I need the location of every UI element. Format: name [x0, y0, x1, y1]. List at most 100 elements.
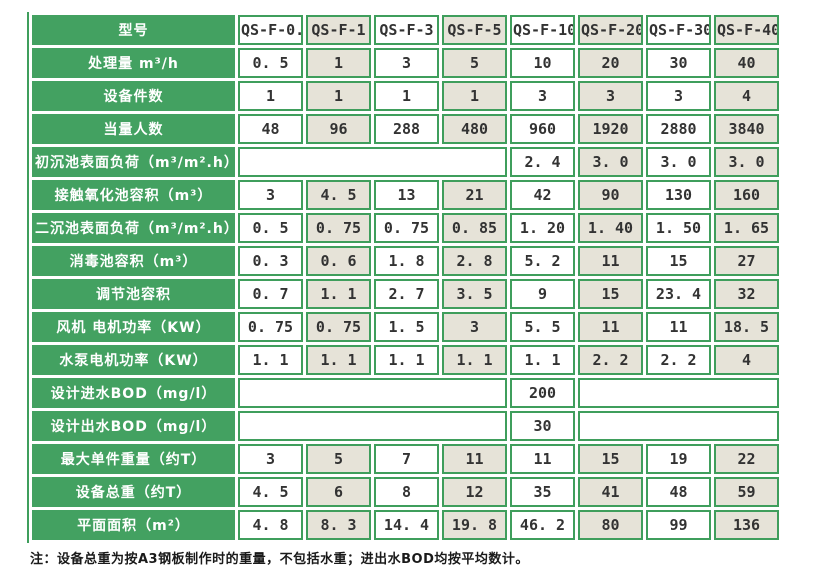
data-cell: 1	[306, 81, 371, 111]
data-cell: 2880	[646, 114, 711, 144]
model-header-cell: QS-F-1	[306, 15, 371, 45]
data-cell: 1. 40	[578, 213, 643, 243]
table-row: 二沉池表面负荷（m³/m².h） 0. 5 0. 75 0. 75 0. 85 1. 20…	[32, 213, 779, 243]
table-row: 接触氧化池容积（m³） 3 4. 5 13 21 42 90 130 160	[32, 180, 779, 210]
data-cell: 23. 4	[646, 279, 711, 309]
data-cell: 10	[510, 48, 575, 78]
data-cell: 15	[578, 279, 643, 309]
data-cell: 1. 1	[510, 345, 575, 375]
data-cell: 0. 7	[238, 279, 303, 309]
data-cell: 11	[578, 246, 643, 276]
data-cell: 21	[442, 180, 507, 210]
data-cell: 2. 4	[510, 147, 575, 177]
data-cell: 1920	[578, 114, 643, 144]
data-cell: 1. 20	[510, 213, 575, 243]
data-cell: 1	[442, 81, 507, 111]
row-label: 初沉池表面负荷（m³/m².h）	[32, 147, 235, 177]
data-cell: 15	[578, 444, 643, 474]
table-row: 设计进水BOD（mg/l） 200	[32, 378, 779, 408]
table-row: 初沉池表面负荷（m³/m².h） 2. 4 3. 0 3. 0 3. 0	[32, 147, 779, 177]
data-cell: 5	[442, 48, 507, 78]
data-cell: 80	[578, 510, 643, 540]
data-cell: 1. 1	[374, 345, 439, 375]
data-cell: 18. 5	[714, 312, 779, 342]
row-label: 水泵电机功率（KW）	[32, 345, 235, 375]
data-cell: 20	[578, 48, 643, 78]
footnote: 注：设备总重为按A3钢板制作时的重量，不包括水重；进出水BOD均按平均数计。	[30, 552, 529, 567]
data-cell: 480	[442, 114, 507, 144]
data-cell: 0. 75	[306, 213, 371, 243]
row-label-model: 型号	[32, 15, 235, 45]
data-cell: 9	[510, 279, 575, 309]
data-cell: 30	[646, 48, 711, 78]
merged-empty-cell	[238, 411, 507, 441]
data-cell: 8. 3	[306, 510, 371, 540]
merged-empty-cell	[578, 411, 779, 441]
table-row: 风机 电机功率（KW） 0. 75 0. 75 1. 5 3 5. 5 11 11 18. 5	[32, 312, 779, 342]
data-cell: 90	[578, 180, 643, 210]
data-cell: 1. 1	[442, 345, 507, 375]
data-cell: 15	[646, 246, 711, 276]
table-row: 处理量 m³/h 0. 5 1 3 5 10 20 30 40	[32, 48, 779, 78]
merged-empty-cell	[578, 378, 779, 408]
data-cell: 4. 5	[238, 477, 303, 507]
row-label: 消毒池容积（m³）	[32, 246, 235, 276]
data-cell: 3	[442, 312, 507, 342]
data-cell: 42	[510, 180, 575, 210]
data-cell: 3. 5	[442, 279, 507, 309]
data-cell: 0. 3	[238, 246, 303, 276]
data-cell: 48	[238, 114, 303, 144]
data-cell: 5	[306, 444, 371, 474]
data-cell: 1. 1	[306, 345, 371, 375]
data-cell: 12	[442, 477, 507, 507]
data-cell: 3. 0	[714, 147, 779, 177]
data-cell: 3840	[714, 114, 779, 144]
data-cell: 32	[714, 279, 779, 309]
row-label: 设备总重（约T）	[32, 477, 235, 507]
row-label: 平面面积（m²）	[32, 510, 235, 540]
data-cell: 4	[714, 345, 779, 375]
data-cell: 3	[578, 81, 643, 111]
table-row: 调节池容积 0. 7 1. 1 2. 7 3. 5 9 15 23. 4 32	[32, 279, 779, 309]
data-cell: 4. 8	[238, 510, 303, 540]
data-cell: 0. 75	[374, 213, 439, 243]
data-cell: 35	[510, 477, 575, 507]
data-cell: 136	[714, 510, 779, 540]
data-cell: 130	[646, 180, 711, 210]
row-label: 风机 电机功率（KW）	[32, 312, 235, 342]
table-row: 设计出水BOD（mg/l） 30	[32, 411, 779, 441]
data-cell: 41	[578, 477, 643, 507]
data-cell: 40	[714, 48, 779, 78]
table-row: 设备件数 1 1 1 1 3 3 3 4	[32, 81, 779, 111]
data-cell: 200	[510, 378, 575, 408]
data-cell: 6	[306, 477, 371, 507]
data-cell: 19. 8	[442, 510, 507, 540]
data-cell: 3. 0	[578, 147, 643, 177]
data-cell: 48	[646, 477, 711, 507]
data-cell: 0. 75	[306, 312, 371, 342]
data-cell: 11	[646, 312, 711, 342]
row-label: 当量人数	[32, 114, 235, 144]
row-label: 二沉池表面负荷（m³/m².h）	[32, 213, 235, 243]
data-cell: 1. 1	[238, 345, 303, 375]
row-label: 接触氧化池容积（m³）	[32, 180, 235, 210]
data-cell: 1. 1	[306, 279, 371, 309]
data-cell: 960	[510, 114, 575, 144]
data-cell: 3	[510, 81, 575, 111]
data-cell: 0. 5	[238, 48, 303, 78]
table-row: 消毒池容积（m³） 0. 3 0. 6 1. 8 2. 8 5. 2 11 15 27	[32, 246, 779, 276]
row-label: 最大单件重量（约T）	[32, 444, 235, 474]
data-cell: 3	[374, 48, 439, 78]
row-label: 设计进水BOD（mg/l）	[32, 378, 235, 408]
data-cell: 0. 75	[238, 312, 303, 342]
data-cell: 3	[238, 180, 303, 210]
table-row: 平面面积（m²） 4. 8 8. 3 14. 4 19. 8 46. 2 80 99 136	[32, 510, 779, 540]
data-cell: 8	[374, 477, 439, 507]
data-cell: 3. 0	[646, 147, 711, 177]
data-cell: 4	[714, 81, 779, 111]
data-cell: 11	[578, 312, 643, 342]
data-cell: 1. 5	[374, 312, 439, 342]
